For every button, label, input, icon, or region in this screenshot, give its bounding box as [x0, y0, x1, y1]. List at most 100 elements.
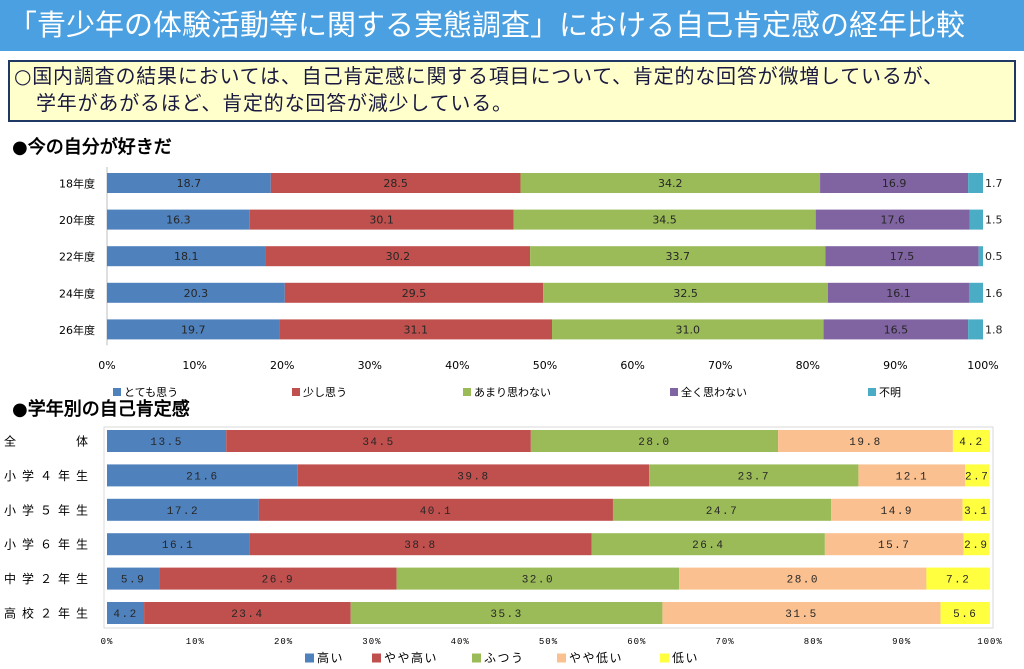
x-tick-label: 0%	[101, 637, 114, 647]
x-tick-label: 20%	[274, 637, 293, 647]
bar-segment	[258, 498, 613, 521]
legend-swatch	[292, 388, 300, 396]
bar-segment	[820, 173, 969, 193]
bar-segment	[552, 319, 824, 340]
bar-segment	[969, 209, 983, 230]
legend-swatch	[113, 388, 121, 396]
data-label: 31.1	[404, 323, 429, 336]
data-label: 15.7	[878, 540, 910, 552]
bar-segment	[297, 464, 650, 487]
bar-segment	[107, 464, 298, 487]
data-label: 26.4	[692, 540, 724, 552]
legend-label: とても思う	[124, 386, 178, 399]
bar-segment	[612, 498, 832, 521]
bar-segment	[107, 282, 285, 303]
legend-item: やや高い	[372, 650, 437, 665]
data-label: 18.7	[177, 177, 202, 190]
category-label: 高校２年生	[4, 606, 88, 621]
data-label: 2.9	[964, 540, 988, 552]
x-tick-label: 40%	[445, 359, 469, 372]
data-label: 5.9	[121, 575, 145, 587]
bar-segment	[279, 319, 553, 340]
bar-segment	[825, 246, 979, 267]
data-label: 16.3	[166, 214, 191, 227]
data-label: 38.8	[404, 540, 436, 552]
bar-segment	[815, 209, 970, 230]
data-label: 14.9	[881, 506, 913, 518]
data-label: 40.1	[420, 506, 452, 518]
category-label: 22年度	[59, 250, 95, 264]
bar-segment	[107, 498, 259, 521]
data-label: 35.3	[490, 609, 522, 621]
data-label: 0.5	[985, 250, 1003, 263]
x-tick-label: 80%	[804, 637, 823, 647]
data-label: 28.0	[638, 437, 670, 449]
legend-swatch	[660, 653, 669, 663]
data-label: 17.5	[890, 250, 915, 263]
data-label: 7.2	[946, 575, 970, 587]
bar-segment	[107, 567, 160, 590]
legend-label: 高い	[317, 650, 344, 665]
data-label: 4.2	[113, 609, 137, 621]
chart-2-title: ●学年別の自己肯定感	[12, 399, 190, 420]
data-label: 12.1	[896, 471, 928, 483]
legend-item: ふつう	[472, 651, 523, 665]
summary-line-1: ○国内調査の結果においては、自己肯定感に関する項目について、肯定的な回答が微増し…	[14, 64, 944, 88]
data-label: 16.1	[162, 540, 194, 552]
x-tick-label: 50%	[533, 359, 557, 372]
legend-item: 全く思わない	[670, 385, 747, 399]
legend-label: 全く思わない	[681, 385, 747, 399]
x-tick-label: 0%	[98, 359, 115, 372]
bar-segment	[824, 533, 964, 556]
bar-segment	[978, 246, 983, 267]
legend-label: やや低い	[569, 651, 623, 665]
bar-segment	[649, 464, 859, 487]
category-label: 小学４年生	[4, 468, 88, 483]
data-label: 16.5	[884, 323, 909, 336]
data-label: 32.0	[522, 575, 554, 587]
bar-segment	[831, 498, 963, 521]
data-label: 3.1	[964, 506, 988, 518]
bar-segment	[107, 246, 266, 267]
x-tick-label: 70%	[715, 637, 734, 647]
data-label: 21.6	[186, 471, 218, 483]
bar-segment	[778, 430, 953, 452]
chart-2-stacked-bar: 全 体 13.5 34.5 28.0 19.8 4.2 小学４年生 21.6 39.8 23.7 1…	[4, 426, 1002, 665]
plot-area-frame	[103, 426, 994, 629]
data-label: 2.7	[965, 471, 989, 483]
bar-segment	[591, 533, 825, 556]
bar-segment	[962, 498, 990, 521]
bar-segment	[952, 430, 990, 452]
bar-segment	[823, 319, 969, 340]
bar-segment	[520, 173, 821, 193]
data-label: 20.3	[184, 287, 209, 300]
data-label: 39.8	[457, 471, 489, 483]
summary-line-2: 学年があがるほど、肯定的な回答が減少している。	[36, 91, 513, 115]
data-label: 13.5	[150, 437, 182, 449]
bar-segment	[965, 464, 990, 487]
data-label: 26.9	[262, 575, 294, 587]
bar-segment	[968, 173, 983, 193]
bar-segment	[159, 567, 397, 590]
bar-segment	[249, 209, 514, 230]
data-label: 32.5	[673, 287, 698, 300]
bar-segment	[107, 319, 280, 340]
legend-label: あまり思わない	[474, 386, 551, 399]
legend-label: 少し思う	[303, 386, 347, 399]
page-title: 「青少年の体験活動等に関する実態調査」における自己肯定感の経年比較	[8, 8, 966, 42]
category-label: 小学５年生	[4, 502, 88, 517]
bar-segment	[513, 209, 816, 230]
legend-swatch	[557, 653, 566, 663]
bar-segment	[107, 173, 271, 193]
x-tick-label: 80%	[796, 359, 820, 372]
chart-1-stacked-bar: 18年度 18.7 28.5 34.2 16.9 1.7 20年度 16.3 30.1 34.5 1…	[59, 167, 1003, 399]
legend-label: 低い	[672, 651, 699, 665]
x-tick-label: 100%	[967, 359, 998, 372]
data-label: 16.9	[882, 177, 907, 190]
data-label: 33.7	[665, 250, 690, 263]
category-label: 26年度	[59, 323, 95, 337]
data-label: 30.2	[386, 250, 411, 263]
legend-swatch	[472, 653, 481, 663]
x-tick-label: 70%	[708, 359, 732, 372]
bar-segment	[107, 533, 250, 556]
